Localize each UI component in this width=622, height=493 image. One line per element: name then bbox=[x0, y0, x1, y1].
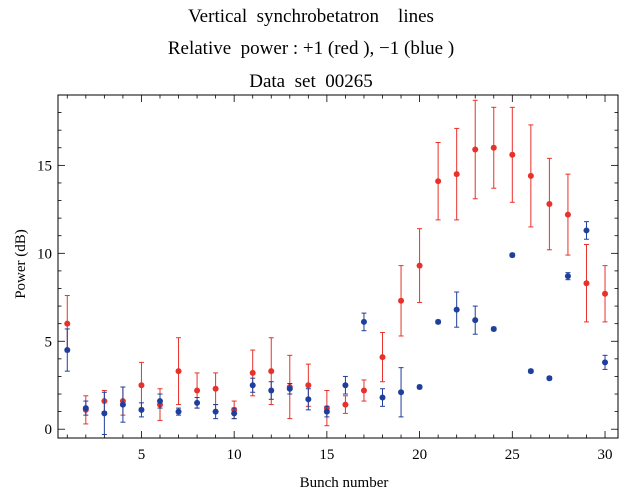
data-point bbox=[342, 401, 349, 408]
data-point bbox=[453, 306, 460, 313]
data-point bbox=[509, 252, 516, 259]
data-point bbox=[602, 359, 609, 366]
data-point bbox=[212, 408, 219, 415]
y-tick-label: 10 bbox=[37, 246, 52, 262]
data-point bbox=[138, 406, 145, 413]
data-point bbox=[268, 368, 275, 375]
x-tick-label: 5 bbox=[138, 447, 146, 463]
data-point bbox=[194, 387, 201, 394]
data-marks bbox=[64, 99, 609, 435]
y-axis-ticks: 0 5 10 15 bbox=[37, 112, 618, 438]
data-point bbox=[175, 408, 182, 415]
x-tick-label: 20 bbox=[412, 447, 427, 463]
data-point bbox=[472, 317, 479, 324]
data-point bbox=[249, 382, 256, 389]
data-point bbox=[546, 375, 553, 382]
data-point bbox=[509, 151, 516, 158]
data-point bbox=[564, 273, 571, 280]
data-point bbox=[175, 368, 182, 375]
y-tick-label: 0 bbox=[45, 422, 53, 438]
data-point bbox=[64, 320, 71, 327]
plot-border bbox=[57, 94, 619, 439]
data-point bbox=[398, 389, 405, 396]
data-point bbox=[101, 410, 108, 417]
data-point bbox=[472, 146, 479, 153]
data-point bbox=[194, 399, 201, 406]
chart-title-line-3: Data set 00265 bbox=[249, 71, 373, 92]
data-point bbox=[490, 325, 497, 332]
data-point bbox=[602, 290, 609, 297]
x-axis-ticks: 5 10 15 20 25 30 bbox=[66, 95, 613, 463]
series-1 bbox=[64, 221, 609, 435]
data-point bbox=[435, 318, 442, 325]
x-tick-label: 10 bbox=[227, 447, 242, 463]
data-point bbox=[249, 369, 256, 376]
data-point bbox=[416, 383, 423, 390]
y-tick-label: 15 bbox=[37, 158, 52, 174]
data-point bbox=[64, 347, 71, 354]
data-point bbox=[323, 408, 330, 415]
data-point bbox=[138, 382, 145, 389]
y-axis-label: Power (dB) bbox=[13, 229, 29, 299]
chart-title-line-2: Relative power : +1 (red ), −1 (blue ) bbox=[167, 38, 455, 59]
x-tick-label: 15 bbox=[319, 447, 334, 463]
y-tick-label: 5 bbox=[45, 334, 53, 350]
data-point bbox=[527, 368, 534, 375]
data-point bbox=[119, 401, 126, 408]
data-point bbox=[212, 385, 219, 392]
data-point bbox=[564, 211, 571, 218]
series-0 bbox=[64, 99, 609, 427]
data-point bbox=[527, 172, 534, 179]
data-point bbox=[583, 227, 590, 234]
data-point bbox=[286, 385, 293, 392]
chart-title-line-1: Vertical synchrobetatron lines bbox=[188, 6, 434, 27]
data-point bbox=[305, 382, 312, 389]
data-point bbox=[435, 178, 442, 185]
data-point bbox=[360, 318, 367, 325]
data-point bbox=[82, 405, 89, 412]
x-tick-label: 30 bbox=[598, 447, 613, 463]
data-point bbox=[583, 280, 590, 287]
data-point bbox=[342, 382, 349, 389]
data-point bbox=[453, 171, 460, 178]
data-point bbox=[360, 387, 367, 394]
data-point bbox=[416, 262, 423, 269]
data-point bbox=[490, 144, 497, 151]
data-point bbox=[231, 410, 238, 417]
data-point bbox=[398, 297, 405, 304]
data-point bbox=[268, 387, 275, 394]
x-axis-label: Bunch number bbox=[300, 475, 389, 491]
x-tick-label: 25 bbox=[505, 447, 520, 463]
data-point bbox=[546, 201, 553, 208]
data-point bbox=[379, 394, 386, 401]
data-point bbox=[379, 354, 386, 361]
data-point bbox=[156, 398, 163, 405]
plot-frame bbox=[57, 94, 619, 439]
data-point bbox=[305, 396, 312, 403]
